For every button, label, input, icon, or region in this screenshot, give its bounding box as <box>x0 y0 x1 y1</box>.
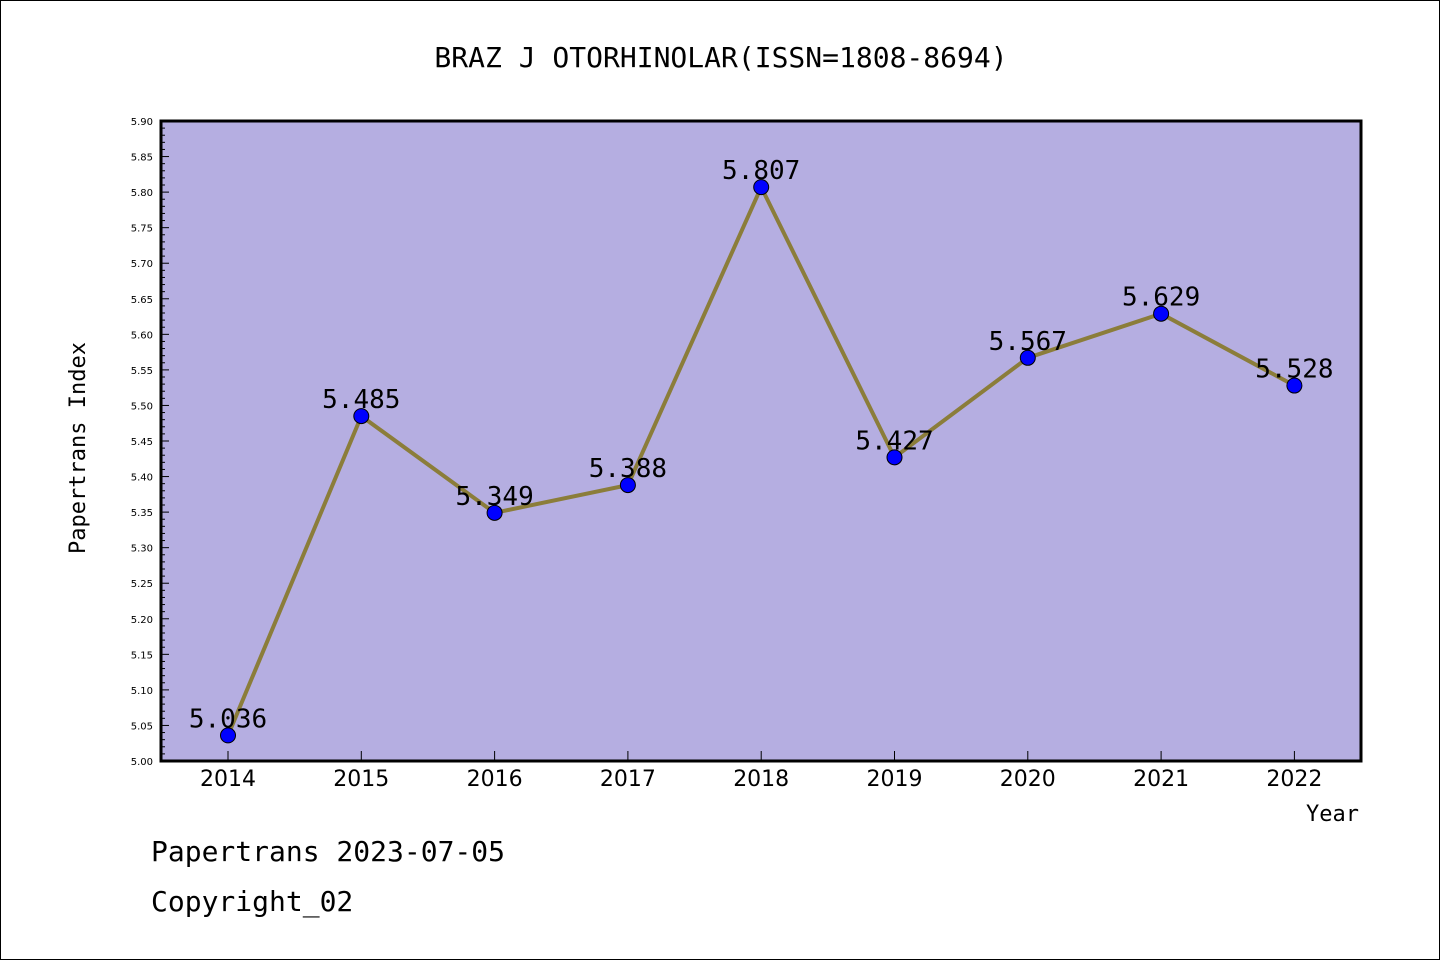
data-label: 5.629 <box>1122 283 1200 313</box>
x-tick-label: 2018 <box>733 767 789 792</box>
y-tick-label: 5.20 <box>131 615 153 626</box>
x-tick-label: 2020 <box>1000 767 1056 792</box>
plot-area <box>161 121 1361 761</box>
y-axis: 5.00 5.05 5.10 5.15 5.20 5.25 5.30 5.35 5.40 5.45… <box>131 117 169 768</box>
y-tick-label: 5.75 <box>131 224 153 235</box>
y-tick-label: 5.55 <box>131 366 153 377</box>
footer-copyright: Copyright_02 <box>151 885 354 918</box>
x-tick-label: 2019 <box>867 767 923 792</box>
y-tick-label: 5.50 <box>131 401 153 412</box>
y-tick-label: 5.35 <box>131 508 153 519</box>
data-point <box>1153 305 1170 322</box>
y-tick-label: 5.30 <box>131 544 153 555</box>
data-point <box>353 408 370 425</box>
x-tick-label: 2014 <box>200 767 256 792</box>
data-label: 5.388 <box>589 454 667 484</box>
data-label: 5.349 <box>455 482 533 512</box>
data-label: 5.427 <box>855 426 933 456</box>
y-tick-label: 5.80 <box>131 188 153 199</box>
data-point <box>753 179 770 196</box>
data-point <box>220 727 236 744</box>
y-tick-label: 5.05 <box>131 721 153 732</box>
data-label: 5.528 <box>1255 355 1333 385</box>
data-label: 5.807 <box>722 156 800 186</box>
data-point <box>1019 349 1036 366</box>
y-tick-label: 5.90 <box>131 117 153 128</box>
y-axis-label: Papertrans Index <box>66 342 91 554</box>
x-tick-label: 2016 <box>467 767 523 792</box>
plot-border <box>159 119 1363 763</box>
x-axis: 2014 2015 2016 2017 2018 2019 2020 2021 2022 <box>200 751 1322 792</box>
y-tick-label: 5.00 <box>131 757 153 768</box>
y-tick-label: 5.60 <box>131 330 153 341</box>
footer-date: Papertrans 2023-07-05 <box>151 835 506 868</box>
y-tick-label: 5.65 <box>131 295 153 306</box>
x-tick-label: 2017 <box>600 767 656 792</box>
x-tick-label: 2021 <box>1133 767 1189 792</box>
x-tick-label: 2015 <box>333 767 389 792</box>
y-tick-label: 5.40 <box>131 473 153 484</box>
x-axis-label: Year <box>1306 802 1359 827</box>
data-point <box>486 504 503 521</box>
y-tick-label: 5.45 <box>131 437 153 448</box>
y-tick-label: 5.85 <box>131 153 153 164</box>
chart-title: BRAZ J OTORHINOLAR(ISSN=1808-8694) <box>434 41 1007 74</box>
data-markers <box>220 179 1303 744</box>
y-tick-label: 5.15 <box>131 650 153 661</box>
data-point <box>1286 377 1303 394</box>
y-tick-label: 5.70 <box>131 259 153 270</box>
x-tick-label: 2022 <box>1266 767 1322 792</box>
y-tick-label: 5.10 <box>131 686 153 697</box>
data-labels: 5.036 5.485 5.349 5.388 5.807 5.427 5.567 5.629… <box>189 156 1334 734</box>
data-point <box>619 477 636 494</box>
data-label: 5.485 <box>322 385 400 415</box>
data-point <box>886 449 903 466</box>
data-label: 5.567 <box>989 327 1067 357</box>
data-label: 5.036 <box>189 704 267 734</box>
y-tick-label: 5.25 <box>131 579 153 590</box>
